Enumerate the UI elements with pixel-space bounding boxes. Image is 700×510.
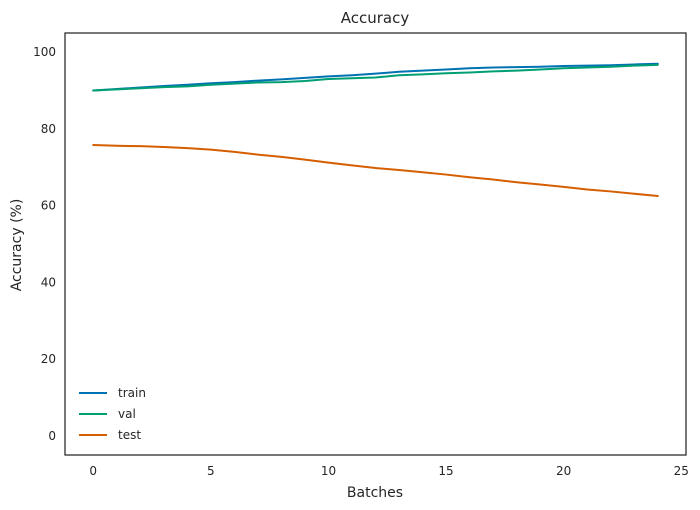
y-tick-label: 20	[41, 352, 56, 366]
legend-label-test: test	[118, 428, 141, 442]
x-axis-label: Batches	[347, 485, 403, 501]
x-tick-label: 15	[438, 464, 453, 478]
chart-title: Accuracy	[341, 9, 410, 27]
y-tick-label: 60	[41, 199, 56, 213]
x-tick-label: 25	[674, 464, 689, 478]
legend-label-train: train	[118, 386, 146, 400]
plot-frame	[64, 32, 687, 456]
y-tick-label: 100	[33, 45, 56, 59]
x-tick-label: 10	[321, 464, 336, 478]
y-tick-label: 40	[41, 275, 56, 289]
x-tick-label: 20	[556, 464, 571, 478]
legend: train val test	[79, 386, 146, 442]
series-line-train	[92, 62, 659, 92]
plot-area: 0 5 10 15 20 25 0 20 40 60 80 100 train val test	[33, 32, 689, 478]
legend-label-val: val	[118, 407, 136, 421]
y-tick-label: 80	[41, 122, 56, 136]
series-line-val	[92, 63, 659, 92]
series-line-test	[92, 144, 659, 198]
x-tick-label: 5	[207, 464, 215, 478]
y-axis-label: Accuracy (%)	[9, 199, 25, 292]
y-tick-label: 0	[48, 429, 56, 443]
x-tick-label: 0	[89, 464, 97, 478]
